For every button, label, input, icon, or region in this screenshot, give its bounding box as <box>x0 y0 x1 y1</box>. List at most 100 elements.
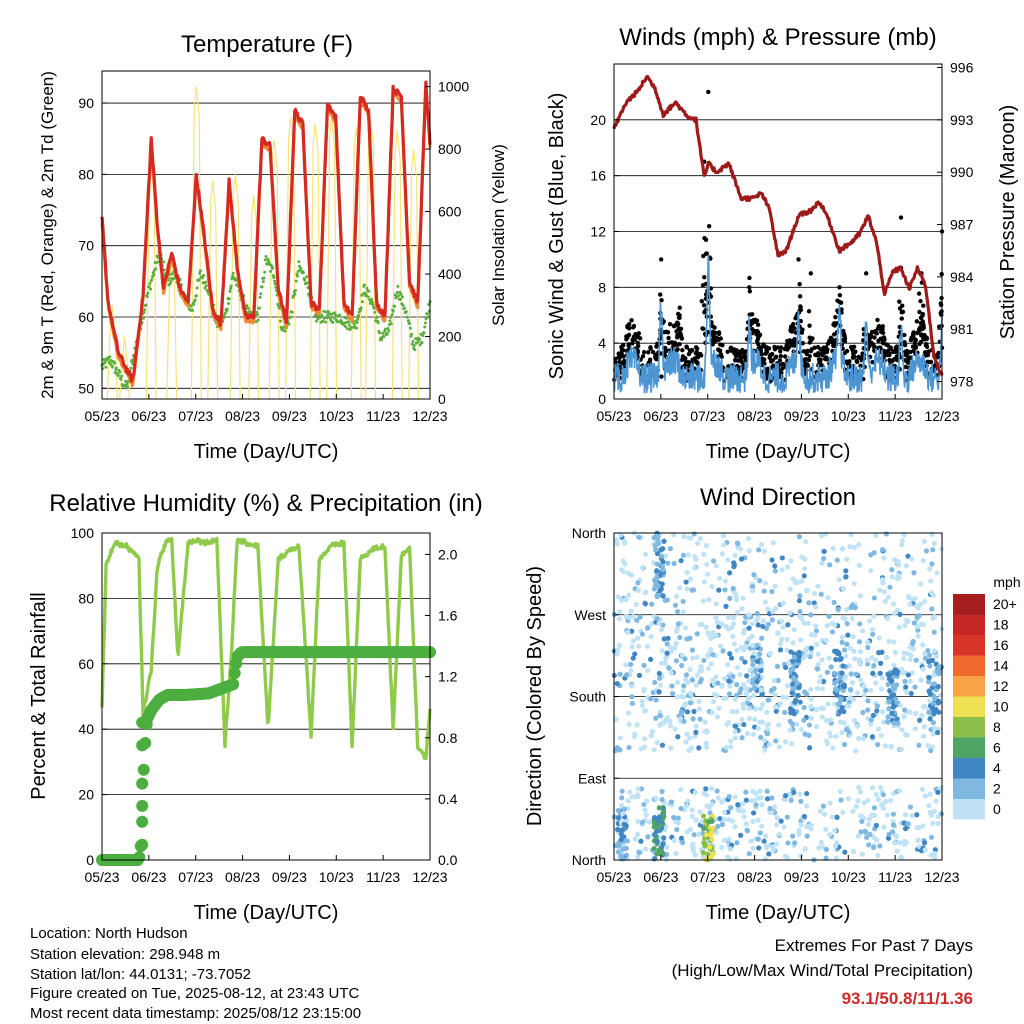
gust-point <box>702 275 707 280</box>
elevation-text: Station elevation: 298.948 m <box>30 946 220 963</box>
gust-point <box>663 345 668 351</box>
direction-point <box>774 663 781 669</box>
direction-point <box>709 818 715 824</box>
direction-point <box>789 666 796 672</box>
wind-pressure-y-label-left: Sonic Wind & Gust (Blue, Black) <box>546 93 568 380</box>
direction-point <box>878 686 884 692</box>
direction-point <box>630 655 636 661</box>
direction-point <box>884 812 890 818</box>
dewpoint-point <box>412 344 416 348</box>
gust-point <box>666 340 672 346</box>
direction-point <box>890 811 897 817</box>
latlon-text: Station lat/lon: 44.0131; -73.7052 <box>30 966 251 983</box>
direction-point <box>680 598 686 605</box>
gust-point <box>920 311 926 317</box>
direction-point <box>780 624 786 630</box>
dewpoint-point <box>273 282 277 286</box>
dewpoint-point <box>320 313 324 317</box>
direction-point <box>673 628 680 634</box>
direction-point <box>717 816 723 822</box>
direction-point <box>840 586 846 592</box>
direction-point <box>805 824 812 830</box>
direction-point <box>759 701 766 707</box>
temp-2m-line <box>100 80 432 383</box>
gust-point <box>716 337 721 343</box>
x-tick-label: 11/23 <box>366 408 400 424</box>
dewpoint-point <box>334 313 338 317</box>
dewpoint-point <box>321 319 325 323</box>
direction-point <box>865 821 872 827</box>
x-tick-label: 10/23 <box>831 408 866 424</box>
direction-point <box>918 581 924 587</box>
direction-point <box>819 714 825 720</box>
direction-point <box>890 704 896 710</box>
direction-point <box>653 715 659 721</box>
direction-point <box>769 557 775 563</box>
direction-point <box>672 602 679 608</box>
dewpoint-point <box>375 315 379 319</box>
direction-point <box>663 856 670 863</box>
direction-point <box>661 835 667 841</box>
gust-peak-point <box>796 257 801 262</box>
temperature-title: Temperature (F) <box>181 31 353 58</box>
direction-point <box>911 570 917 576</box>
direction-point <box>674 608 681 615</box>
direction-point <box>748 798 754 804</box>
direction-point <box>880 805 887 812</box>
direction-point <box>804 587 810 594</box>
dewpoint-point <box>408 322 412 326</box>
direction-point <box>885 594 891 600</box>
direction-point <box>708 661 714 667</box>
y2-tick-label: 1.2 <box>438 669 458 685</box>
direction-point <box>881 800 887 806</box>
dewpoint-point <box>162 260 166 264</box>
direction-point <box>782 709 788 715</box>
direction-point <box>669 683 675 689</box>
direction-point <box>706 651 712 657</box>
direction-point <box>771 677 777 684</box>
dewpoint-point <box>147 285 151 289</box>
solar-series-spike <box>408 149 420 400</box>
direction-point <box>784 814 790 820</box>
direction-point <box>780 694 786 700</box>
direction-point <box>833 855 839 861</box>
gust-point <box>854 358 859 364</box>
direction-point <box>920 666 926 672</box>
direction-point <box>626 592 632 598</box>
gust-point <box>621 361 627 366</box>
direction-point <box>832 828 838 834</box>
direction-point <box>733 597 740 603</box>
direction-point <box>928 812 934 818</box>
direction-point <box>915 623 921 630</box>
direction-point <box>928 590 935 596</box>
dewpoint-point <box>288 315 292 319</box>
direction-point <box>818 705 824 711</box>
direction-point <box>811 590 818 597</box>
gust-point <box>712 325 717 330</box>
direction-point <box>811 600 817 606</box>
direction-point <box>798 853 804 859</box>
direction-point <box>839 639 845 645</box>
direction-point <box>635 580 641 586</box>
direction-point <box>661 720 668 726</box>
direction-point <box>828 717 834 723</box>
direction-point <box>926 709 932 716</box>
direction-point <box>885 714 891 720</box>
gust-point <box>806 309 812 314</box>
direction-point <box>677 585 683 591</box>
direction-point <box>870 631 876 637</box>
gust-point <box>831 343 836 348</box>
direction-point <box>618 827 624 834</box>
direction-point <box>635 635 641 641</box>
direction-point <box>661 538 667 544</box>
direction-point <box>931 731 937 737</box>
direction-point <box>819 560 825 566</box>
gust-point <box>683 359 689 364</box>
gust-point <box>675 347 680 352</box>
direction-point <box>816 845 822 851</box>
direction-point <box>635 786 641 792</box>
direction-point <box>707 844 713 850</box>
direction-point <box>717 643 724 649</box>
direction-point <box>721 542 727 548</box>
direction-point <box>840 663 846 669</box>
